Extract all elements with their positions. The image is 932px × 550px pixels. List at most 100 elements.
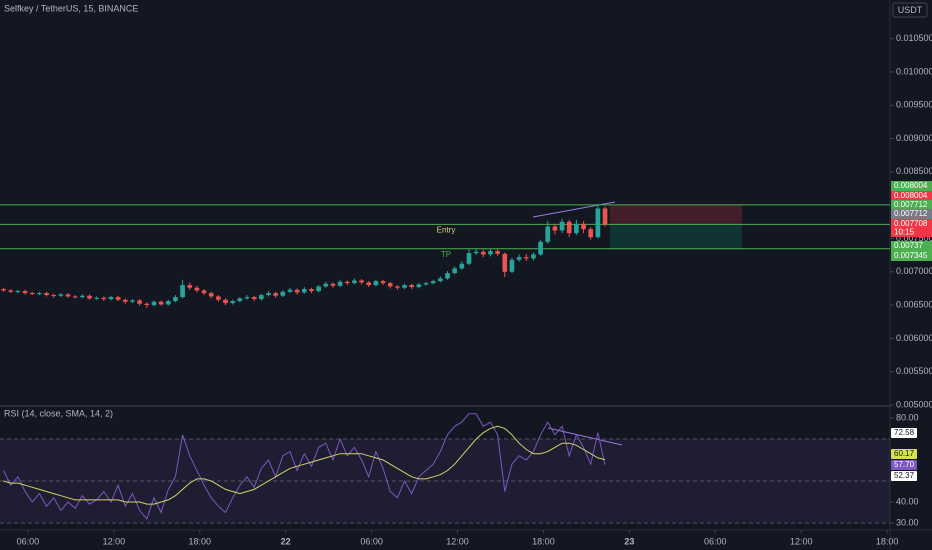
candle-body xyxy=(473,251,479,254)
candle-body xyxy=(72,296,78,298)
candle-body xyxy=(37,293,42,295)
x-tick-label: 22 xyxy=(281,536,291,546)
candle-body xyxy=(588,229,594,238)
candle-body xyxy=(194,287,200,291)
price-label-bg xyxy=(891,219,932,229)
y-tick-label: 0.006000 xyxy=(896,333,932,343)
price-label: 0.007708 xyxy=(894,219,928,228)
x-tick-label: 12:00 xyxy=(103,536,126,546)
rsi-value-label: 52.37 xyxy=(894,471,915,480)
candle-body xyxy=(466,253,472,264)
candle-body xyxy=(1,289,6,291)
candle-body xyxy=(8,290,14,292)
y-tick-label: 0.009500 xyxy=(896,100,932,110)
candle-body xyxy=(223,299,228,304)
x-tick-label: 18:00 xyxy=(876,536,899,546)
y-tick-label: 80.00 xyxy=(896,412,919,422)
price-label-bg xyxy=(891,200,932,210)
price-label: 0.007712 xyxy=(894,200,928,209)
price-label: 0.00737 xyxy=(894,241,923,250)
candle-body xyxy=(158,301,164,305)
rsi-trend-line xyxy=(547,427,623,446)
candle-body xyxy=(337,281,343,286)
candle-body xyxy=(574,223,579,234)
price-label-bg xyxy=(891,191,932,201)
candle-body xyxy=(309,289,314,292)
candle-body xyxy=(266,293,271,296)
candle-body xyxy=(187,285,193,288)
y-tick-label: 0.009000 xyxy=(896,133,932,143)
candle-body xyxy=(545,226,551,242)
candle-body xyxy=(273,293,278,296)
price-label-bg xyxy=(891,241,932,251)
y-tick-label: 0.010500 xyxy=(896,33,932,43)
candle-body xyxy=(165,301,171,305)
candle-body xyxy=(208,293,214,297)
rsi-line xyxy=(3,413,606,520)
candle-body xyxy=(395,286,400,288)
candle-body xyxy=(359,280,364,283)
price-label-bg xyxy=(891,251,932,261)
rsi-sma-line xyxy=(3,425,606,505)
candle-body xyxy=(65,294,71,297)
candle-body xyxy=(323,283,329,287)
countdown: 10:15 xyxy=(894,228,915,237)
candle-body xyxy=(352,280,357,284)
candle-body xyxy=(430,281,436,284)
candle-body xyxy=(516,257,522,260)
x-tick-label: 06:00 xyxy=(360,536,383,546)
candle-body xyxy=(330,283,336,286)
candle-body xyxy=(280,291,286,296)
candle-body xyxy=(523,257,529,259)
rsi-value-label-bg xyxy=(891,460,917,470)
price-label-bg xyxy=(891,209,932,219)
y-tick-label: 0.007500 xyxy=(896,233,932,243)
chart-title: Selfkey / TetherUS, 15, BINANCE xyxy=(4,3,138,13)
candle-body xyxy=(259,295,264,300)
candle-body xyxy=(445,273,450,279)
rsi-value-label: 60.17 xyxy=(894,449,915,458)
candle-body xyxy=(380,281,386,284)
candle-body xyxy=(602,208,608,225)
y-tick-label: 0.010000 xyxy=(896,66,932,76)
candle-body xyxy=(151,301,157,306)
candle-body xyxy=(373,281,379,286)
candle-body xyxy=(366,282,372,286)
candle-body xyxy=(122,299,128,302)
candle-body xyxy=(294,289,300,293)
level-text: Entry xyxy=(437,225,456,234)
rsi-value-label: 57.70 xyxy=(894,460,915,469)
currency-box xyxy=(892,2,928,18)
candle-body xyxy=(387,283,393,287)
candle-body xyxy=(344,281,350,284)
candle-body xyxy=(216,296,221,300)
candle-body xyxy=(423,283,429,285)
candle-body xyxy=(58,294,64,296)
candle-body xyxy=(581,223,586,230)
candle-body xyxy=(488,251,493,255)
x-tick-label: 18:00 xyxy=(532,536,555,546)
candle-body xyxy=(459,263,465,269)
candle-body xyxy=(108,297,114,300)
y-tick-label: 0.005500 xyxy=(896,366,932,376)
candle-body xyxy=(80,295,85,298)
rsi-value-label-bg xyxy=(891,449,917,459)
candle-body xyxy=(15,291,21,293)
candle-body xyxy=(87,295,92,299)
candle-body xyxy=(452,268,457,274)
y-tick-label: 0.008500 xyxy=(896,166,932,176)
candle-body xyxy=(251,297,257,300)
rsi-value-label-bg xyxy=(891,428,917,438)
price-label-bg xyxy=(891,181,932,191)
candle-body xyxy=(416,284,422,288)
candle-body xyxy=(137,300,142,304)
candle-body xyxy=(316,286,321,292)
candle-body xyxy=(51,295,57,297)
y-tick-label: 0.006500 xyxy=(896,299,932,309)
candle-body xyxy=(538,241,543,255)
price-label: 0.008004 xyxy=(894,181,928,190)
candle-body xyxy=(22,291,28,294)
candle-body xyxy=(144,303,150,306)
candle-body xyxy=(495,251,500,254)
